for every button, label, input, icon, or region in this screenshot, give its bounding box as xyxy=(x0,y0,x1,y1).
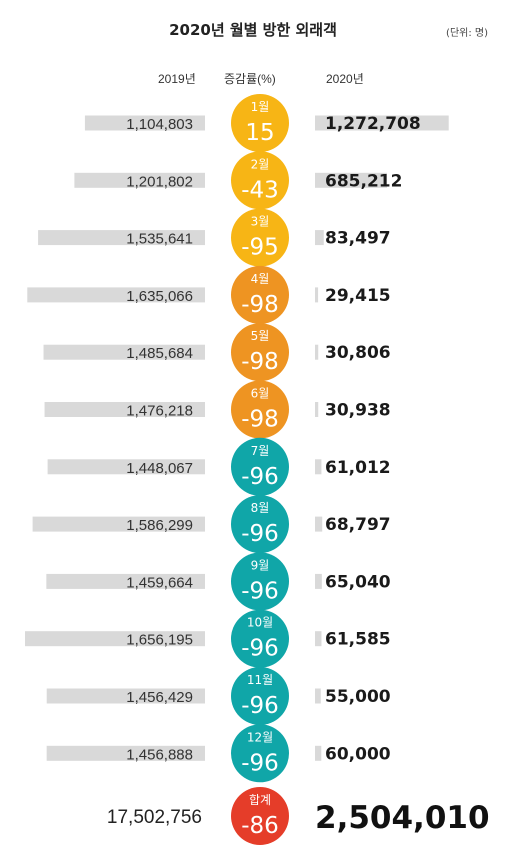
month-label: 4월 xyxy=(251,272,270,286)
bar-2020 xyxy=(315,688,321,704)
bar-2019 xyxy=(44,402,206,417)
value-2020: 83,497 xyxy=(325,229,391,249)
rate-label: -98 xyxy=(241,349,279,375)
header-rate: 증감률(%) xyxy=(224,72,276,86)
rate-circle xyxy=(231,437,289,496)
bar-2020 xyxy=(315,459,322,475)
bar-2020 xyxy=(315,745,322,761)
total-rate: -86 xyxy=(241,813,279,839)
bar-2019 xyxy=(47,459,205,475)
rate-circle xyxy=(231,151,289,210)
value-2020: 30,806 xyxy=(325,343,391,363)
bar-2020 xyxy=(315,631,322,647)
value-2020: 61,012 xyxy=(325,458,391,478)
bar-2019 xyxy=(38,230,205,246)
month-label: 5월 xyxy=(251,329,270,343)
rate-label: 15 xyxy=(245,120,274,146)
value-2020: 55,000 xyxy=(325,687,391,707)
rate-circle xyxy=(231,724,289,783)
rate-circle xyxy=(231,552,289,611)
bar-2019 xyxy=(46,573,205,589)
month-label: 1월 xyxy=(251,100,270,114)
value-2019: 1,459,664 xyxy=(126,574,193,591)
bar-2019 xyxy=(84,115,205,131)
value-2019: 1,448,067 xyxy=(126,460,193,477)
bar-2019 xyxy=(46,688,206,704)
rate-circle xyxy=(231,265,289,324)
rate-label: -95 xyxy=(241,235,279,261)
bar-2019 xyxy=(43,344,206,360)
value-2020: 68,797 xyxy=(325,515,391,535)
bar-2020 xyxy=(315,172,387,188)
value-2019: 1,476,218 xyxy=(126,403,193,420)
rate-circle xyxy=(231,667,289,725)
value-2019: 1,456,429 xyxy=(126,689,193,706)
rate-circle xyxy=(231,380,289,439)
value-2019: 1,635,066 xyxy=(126,288,193,305)
month-label: 9월 xyxy=(251,558,270,572)
month-label: 3월 xyxy=(251,215,270,229)
bar-2020 xyxy=(315,230,324,246)
value-2019: 1,656,195 xyxy=(126,632,193,649)
bar-2020 xyxy=(315,344,319,360)
month-label: 8월 xyxy=(251,501,270,515)
total-2019: 17,502,756 xyxy=(107,807,202,828)
rate-circle xyxy=(231,495,289,554)
total-2020: 2,504,010 xyxy=(315,800,490,836)
value-2020: 685,212 xyxy=(325,171,402,191)
value-2019: 1,456,888 xyxy=(126,746,193,763)
rate-label: -96 xyxy=(241,693,279,719)
rate-circle xyxy=(231,94,289,152)
bar-2020 xyxy=(315,287,319,303)
rate-label: -96 xyxy=(241,521,279,547)
month-label: 11월 xyxy=(247,673,273,687)
rate-label: -96 xyxy=(241,578,279,604)
value-2019: 1,586,299 xyxy=(126,517,193,534)
month-label: 10월 xyxy=(247,616,273,630)
value-2020: 65,040 xyxy=(325,572,391,592)
bar-2019 xyxy=(74,172,205,188)
bar-2020 xyxy=(315,115,449,131)
month-label: 2월 xyxy=(251,157,270,171)
rate-circle xyxy=(231,208,289,267)
rate-label: -98 xyxy=(241,292,279,318)
rate-label: -96 xyxy=(241,636,279,662)
bar-2019 xyxy=(25,631,205,647)
month-label: 6월 xyxy=(251,387,270,401)
bar-2020 xyxy=(315,573,322,589)
rate-label: -43 xyxy=(241,177,279,203)
total-label: 합계 xyxy=(249,793,271,807)
unit-label: (단위: 명) xyxy=(446,28,488,39)
bar-2020 xyxy=(315,516,323,532)
rate-circle xyxy=(231,323,289,382)
bar-2020 xyxy=(315,402,319,417)
value-2019: 1,535,641 xyxy=(126,231,193,248)
total-circle xyxy=(231,787,289,845)
rate-circle xyxy=(231,609,289,668)
month-label: 7월 xyxy=(251,444,270,458)
value-2019: 1,104,803 xyxy=(126,116,193,133)
header-2019: 2019년 xyxy=(158,72,196,86)
bar-2019 xyxy=(32,516,205,532)
value-2019: 1,201,802 xyxy=(126,173,193,190)
value-2020: 60,000 xyxy=(325,744,391,764)
value-2020: 1,272,708 xyxy=(325,114,421,134)
value-2019: 1,485,684 xyxy=(126,345,193,362)
header-2020: 2020년 xyxy=(326,72,364,86)
chart-title: 2020년 월별 방한 외래객 xyxy=(169,21,337,39)
rate-label: -98 xyxy=(241,407,279,433)
rate-label: -96 xyxy=(241,750,279,776)
value-2020: 29,415 xyxy=(325,286,391,306)
value-2020: 61,585 xyxy=(325,630,391,650)
rate-label: -96 xyxy=(241,464,279,490)
value-2020: 30,938 xyxy=(325,401,391,421)
month-label: 12월 xyxy=(247,730,273,744)
bar-2019 xyxy=(27,287,206,303)
bar-2019 xyxy=(46,745,205,761)
